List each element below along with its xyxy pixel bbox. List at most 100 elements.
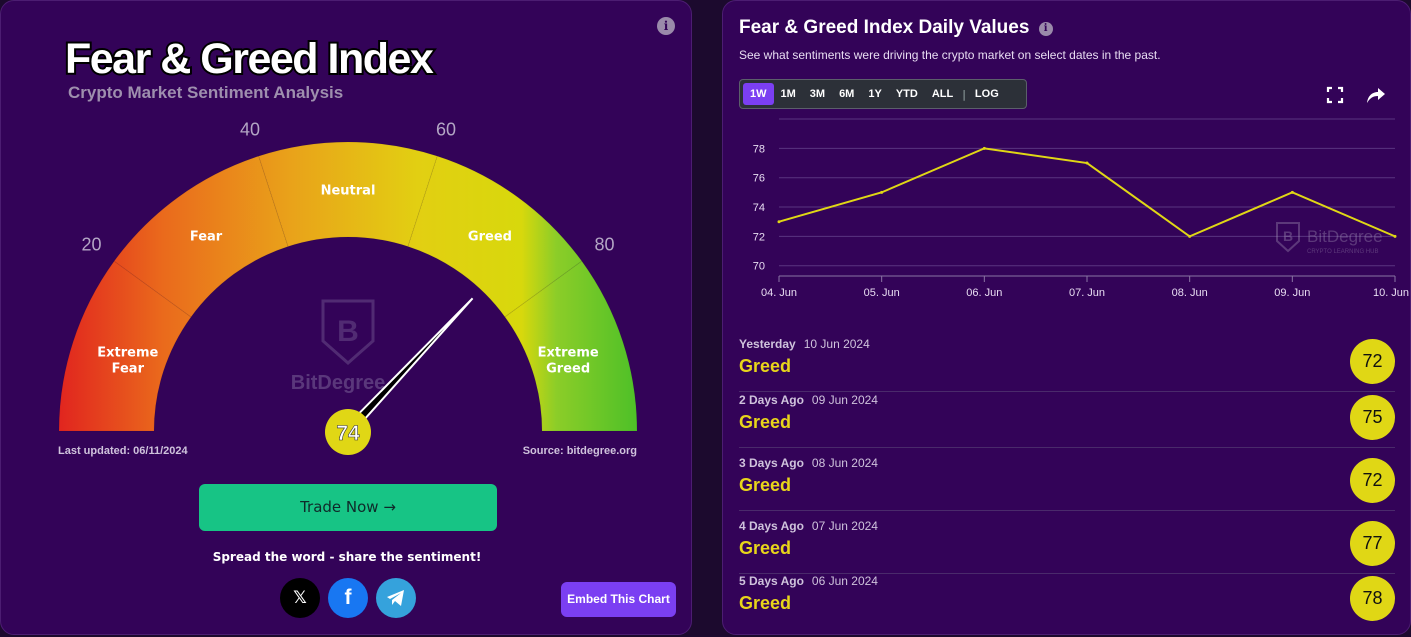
data-point[interactable] <box>1290 190 1294 194</box>
history-classification: Greed <box>739 538 792 558</box>
history-label: 4 Days Ago 07 Jun 2024 <box>739 519 878 533</box>
svg-text:CRYPTO LEARNING HUB: CRYPTO LEARNING HUB <box>1307 249 1378 255</box>
y-tick-label: 72 <box>753 231 765 243</box>
history-date: 07 Jun 2024 <box>811 519 878 533</box>
source-label: Source: bitdegree.org <box>522 445 637 457</box>
x-tick-label: 09. Jun <box>1274 287 1310 299</box>
gauge-segment-label: Greed <box>468 230 512 245</box>
x-tick-label: 06. Jun <box>966 287 1002 299</box>
fullscreen-icon[interactable] <box>1325 85 1345 105</box>
last-updated: Last updated: 06/11/2024 <box>58 445 188 457</box>
svg-text:B: B <box>1283 228 1293 244</box>
daily-values-chart: 70 72 74 76 78 B BitDegree CRYPTO LEARNING H… <box>753 118 1409 299</box>
gauge-segment-label: Extreme <box>538 345 599 360</box>
data-point[interactable] <box>777 220 781 224</box>
gauge-segment-label: Extreme <box>97 345 158 360</box>
range-6m[interactable]: 6M <box>839 88 855 100</box>
svg-text:BitDegree: BitDegree <box>1307 227 1383 246</box>
x-tick-label: 08. Jun <box>1172 287 1208 299</box>
gauge-value-badge <box>325 409 371 455</box>
history-row: Yesterday 10 Jun 2024 Greed 72 <box>739 329 1395 392</box>
info-icon[interactable]: i <box>657 17 675 35</box>
history-value-badge: 72 <box>1350 458 1395 503</box>
x-icon: 𝕏 <box>293 588 307 608</box>
history-value-badge: 78 <box>1350 576 1395 621</box>
history-label: 2 Days Ago 09 Jun 2024 <box>739 393 878 407</box>
history-row: 3 Days Ago 08 Jun 2024 Greed 72 <box>739 448 1395 511</box>
x-tick-label: 04. Jun <box>761 287 797 299</box>
x-tick-label: 05. Jun <box>864 287 900 299</box>
history-label: Yesterday 10 Jun 2024 <box>739 337 870 351</box>
gauge-segment-label: Fear <box>190 230 223 245</box>
history-period: 3 Days Ago <box>739 456 804 470</box>
bitdegree-watermark: BitDegree <box>291 372 385 394</box>
chart-description: See what sentiments were driving the cry… <box>739 48 1161 62</box>
gauge-segment-label: Neutral <box>321 184 376 199</box>
y-tick-label: 70 <box>753 261 765 273</box>
history-period: Yesterday <box>739 337 796 351</box>
embed-chart-button[interactable]: Embed This Chart <box>561 582 676 617</box>
range-1w[interactable]: 1W <box>743 83 774 105</box>
history-value-badge: 77 <box>1350 521 1395 566</box>
range-selector: 1W 1M 3M 6M 1Y YTD ALL | LOG <box>739 79 1027 109</box>
gauge-segment-label: Fear <box>112 361 145 376</box>
history-classification: Greed <box>739 356 792 376</box>
history-date: 08 Jun 2024 <box>811 456 878 470</box>
gauge-tick-label: 20 <box>82 235 102 255</box>
telegram-icon <box>387 590 404 606</box>
info-icon[interactable]: i <box>1038 22 1053 36</box>
history-value-badge: 72 <box>1350 339 1395 384</box>
telegram-share-button[interactable] <box>376 578 416 618</box>
chart-title: Fear & Greed Index Daily Values i <box>739 17 1053 39</box>
history-row: 5 Days Ago 06 Jun 2024 Greed 78 <box>739 566 1395 629</box>
y-tick-label: 74 <box>753 202 765 214</box>
gauge-tick-label: 80 <box>594 235 614 255</box>
share-text: Spread the word - share the sentiment! <box>212 550 482 564</box>
data-point[interactable] <box>1393 234 1397 238</box>
gauge-segment-1 <box>58 260 192 432</box>
range-divider: | <box>962 87 966 101</box>
range-ytd[interactable]: YTD <box>895 88 918 100</box>
gauge-segment-2 <box>113 155 289 318</box>
gauge-tick-label: 60 <box>436 120 456 140</box>
range-all[interactable]: ALL <box>931 88 954 100</box>
x-tick-label: 07. Jun <box>1069 287 1105 299</box>
y-tick-label: 76 <box>753 173 765 185</box>
history-row: 4 Days Ago 07 Jun 2024 Greed 77 <box>739 511 1395 574</box>
facebook-share-button[interactable]: f <box>328 578 368 618</box>
gauge-panel: i Fear & Greed Index Crypto Market Senti… <box>0 0 692 635</box>
history-period: 4 Days Ago <box>739 519 804 533</box>
range-3m[interactable]: 3M <box>809 88 826 100</box>
history-classification: Greed <box>739 412 792 432</box>
page-subtitle: Crypto Market Sentiment Analysis <box>68 83 344 102</box>
y-tick-label: 78 <box>753 143 765 155</box>
gauge-needle <box>343 297 474 436</box>
history-label: 3 Days Ago 08 Jun 2024 <box>739 456 878 470</box>
range-1y[interactable]: 1Y <box>868 88 882 100</box>
page-title: Fear & Greed Index <box>63 33 436 85</box>
data-point[interactable] <box>880 190 884 194</box>
svg-text:B: B <box>337 315 359 348</box>
x-tick-label: 10. Jun <box>1373 287 1409 299</box>
history-date: 06 Jun 2024 <box>811 574 878 588</box>
data-point[interactable] <box>1085 161 1089 165</box>
gauge-tick-label: 40 <box>240 120 260 140</box>
bitdegree-watermark-icon: B <box>321 299 375 365</box>
data-point[interactable] <box>982 146 986 150</box>
gauge-segment-5 <box>504 260 638 432</box>
share-icon[interactable] <box>1365 85 1387 105</box>
range-1m[interactable]: 1M <box>780 88 796 100</box>
history-value-badge: 75 <box>1350 395 1395 440</box>
x-share-button[interactable]: 𝕏 <box>280 578 320 618</box>
data-point[interactable] <box>1188 234 1192 238</box>
history-date: 10 Jun 2024 <box>803 337 870 351</box>
trade-now-button[interactable]: Trade Now → <box>199 484 497 531</box>
daily-values-panel: Fear & Greed Index Daily Values i See wh… <box>722 0 1411 635</box>
history-classification: Greed <box>739 593 792 613</box>
log-toggle[interactable]: LOG <box>974 88 999 100</box>
facebook-icon: f <box>344 586 352 609</box>
history-period: 5 Days Ago <box>739 574 804 588</box>
history-row: 2 Days Ago 09 Jun 2024 Greed 75 <box>739 385 1395 448</box>
history-period: 2 Days Ago <box>739 393 804 407</box>
